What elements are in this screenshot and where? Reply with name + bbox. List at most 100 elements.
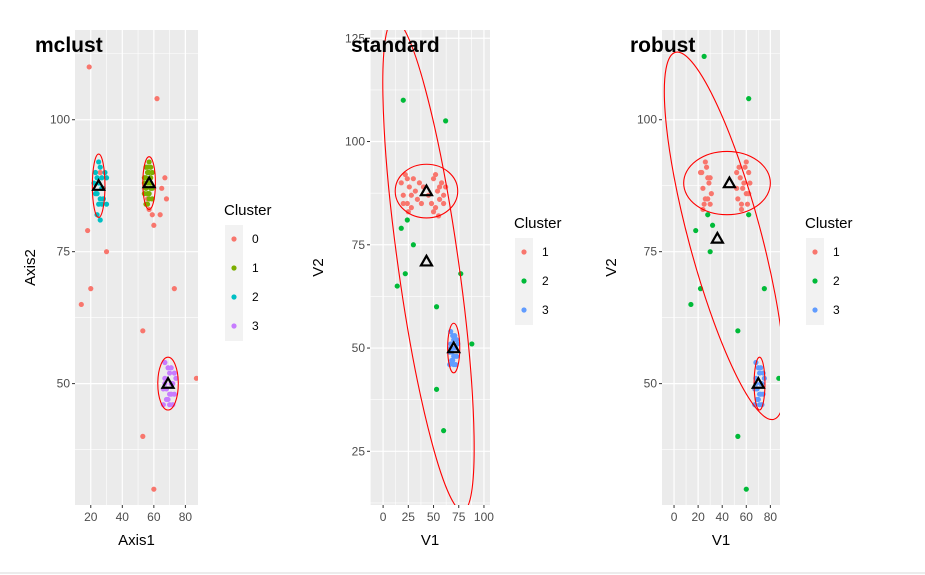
data-point-cluster-1 bbox=[705, 175, 711, 181]
data-point-cluster-3 bbox=[755, 396, 761, 403]
data-point-cluster-2 bbox=[97, 164, 103, 170]
data-point-cluster-2 bbox=[97, 196, 103, 202]
x-tick-label: 40 bbox=[716, 510, 730, 524]
data-point-cluster-2 bbox=[433, 304, 440, 310]
data-point-cluster-2 bbox=[94, 191, 100, 197]
data-point-cluster-2 bbox=[92, 169, 99, 176]
cluster-ellipse bbox=[394, 163, 459, 219]
x-tick-label: 0 bbox=[671, 510, 678, 524]
panel-title: standard bbox=[351, 34, 440, 57]
data-point-cluster-2 bbox=[693, 227, 699, 234]
data-point-cluster-0 bbox=[78, 301, 84, 308]
legend-key-1 bbox=[231, 265, 237, 271]
data-point-cluster-2 bbox=[701, 53, 707, 59]
data-point-cluster-1 bbox=[744, 201, 751, 207]
data-point-cluster-1 bbox=[747, 180, 753, 186]
legend-key-1 bbox=[812, 249, 818, 255]
data-point-cluster-2 bbox=[761, 286, 767, 292]
x-axis-label: Axis1 bbox=[118, 532, 155, 549]
legend-key-3 bbox=[812, 307, 818, 313]
data-point-cluster-1 bbox=[741, 180, 747, 186]
data-point-cluster-3 bbox=[756, 402, 763, 408]
data-point-cluster-3 bbox=[452, 333, 458, 339]
data-point-cluster-2 bbox=[469, 341, 475, 347]
legend-key-2 bbox=[521, 278, 527, 284]
data-point-cluster-1 bbox=[699, 169, 705, 176]
data-point-cluster-1 bbox=[428, 200, 435, 207]
x-axis-label: V1 bbox=[712, 532, 730, 549]
cluster-ellipse bbox=[382, 30, 475, 505]
data-point-cluster-2 bbox=[735, 433, 741, 439]
data-point-cluster-1 bbox=[703, 164, 710, 170]
x-tick-label: 50 bbox=[427, 510, 441, 524]
centroid-marker bbox=[709, 230, 725, 244]
centroid-marker bbox=[419, 253, 434, 267]
data-point-cluster-2 bbox=[394, 283, 400, 289]
y-tick-label: 75 bbox=[644, 245, 658, 259]
legend-label-1: 1 bbox=[833, 245, 840, 259]
data-point-cluster-1 bbox=[430, 209, 437, 215]
legend-label-2: 2 bbox=[833, 274, 840, 288]
data-point-cluster-2 bbox=[735, 328, 741, 334]
legend: Cluster 0 1 2 3 bbox=[224, 202, 272, 341]
data-point-cluster-1 bbox=[740, 185, 746, 191]
data-point-cluster-1 bbox=[146, 159, 152, 165]
data-point-cluster-1 bbox=[441, 192, 447, 198]
data-point-cluster-3 bbox=[451, 361, 457, 368]
x-tick-label: 60 bbox=[740, 510, 754, 524]
legend-key-3 bbox=[521, 307, 527, 313]
data-point-cluster-0 bbox=[171, 286, 177, 292]
x-tick-label: 40 bbox=[116, 510, 130, 524]
x-tick-label: 80 bbox=[764, 510, 778, 524]
data-point-cluster-1 bbox=[700, 185, 706, 191]
data-point-cluster-1 bbox=[438, 180, 445, 186]
centroid-marker bbox=[160, 375, 176, 389]
y-tick-label: 75 bbox=[57, 245, 71, 259]
legend-title: Cluster bbox=[514, 215, 562, 232]
data-point-cluster-1 bbox=[412, 188, 418, 194]
plot-background bbox=[662, 30, 780, 505]
x-tick-label: 25 bbox=[402, 510, 416, 524]
legend-label-3: 3 bbox=[833, 303, 840, 317]
legend-title: Cluster bbox=[805, 215, 853, 232]
legend-label-2: 2 bbox=[542, 274, 549, 288]
y-tick-label: 100 bbox=[637, 113, 657, 127]
data-point-cluster-3 bbox=[450, 357, 456, 364]
data-point-cluster-0 bbox=[193, 375, 198, 381]
data-point-cluster-1 bbox=[148, 164, 154, 170]
data-layer bbox=[663, 51, 780, 492]
y-tick-label: 75 bbox=[352, 238, 366, 252]
legend-label-3: 3 bbox=[542, 303, 549, 317]
data-point-cluster-1 bbox=[441, 200, 447, 207]
plot-background bbox=[75, 30, 198, 505]
data-layer bbox=[382, 30, 475, 505]
data-point-cluster-1 bbox=[735, 196, 741, 202]
y-axis-label: V2 bbox=[603, 258, 620, 276]
y-axis-label: V2 bbox=[310, 258, 327, 276]
data-point-cluster-1 bbox=[416, 180, 423, 186]
data-point-cluster-0 bbox=[97, 169, 103, 176]
data-point-cluster-2 bbox=[746, 212, 752, 218]
data-point-cluster-1 bbox=[400, 192, 406, 198]
data-point-cluster-1 bbox=[432, 205, 439, 211]
data-point-cluster-2 bbox=[97, 217, 103, 223]
data-point-cluster-2 bbox=[410, 242, 416, 248]
data-point-cluster-1 bbox=[706, 180, 712, 186]
legend-key-2 bbox=[812, 278, 818, 284]
data-point-cluster-2 bbox=[705, 212, 711, 218]
legend: Cluster 1 2 3 bbox=[514, 215, 562, 325]
x-tick-label: 20 bbox=[84, 510, 98, 524]
data-point-cluster-1 bbox=[410, 176, 416, 182]
data-point-cluster-1 bbox=[408, 192, 414, 198]
data-point-cluster-1 bbox=[707, 201, 713, 207]
legend-label-0: 0 bbox=[252, 232, 259, 246]
data-point-cluster-1 bbox=[432, 171, 439, 178]
data-point-cluster-2 bbox=[404, 217, 410, 223]
data-point-cluster-0 bbox=[140, 328, 146, 334]
y-tick-label: 25 bbox=[352, 444, 366, 458]
cluster-ellipse bbox=[91, 153, 106, 218]
panel-title: robust bbox=[630, 34, 695, 57]
data-point-cluster-1 bbox=[702, 196, 708, 202]
cluster-ellipse bbox=[683, 150, 771, 216]
